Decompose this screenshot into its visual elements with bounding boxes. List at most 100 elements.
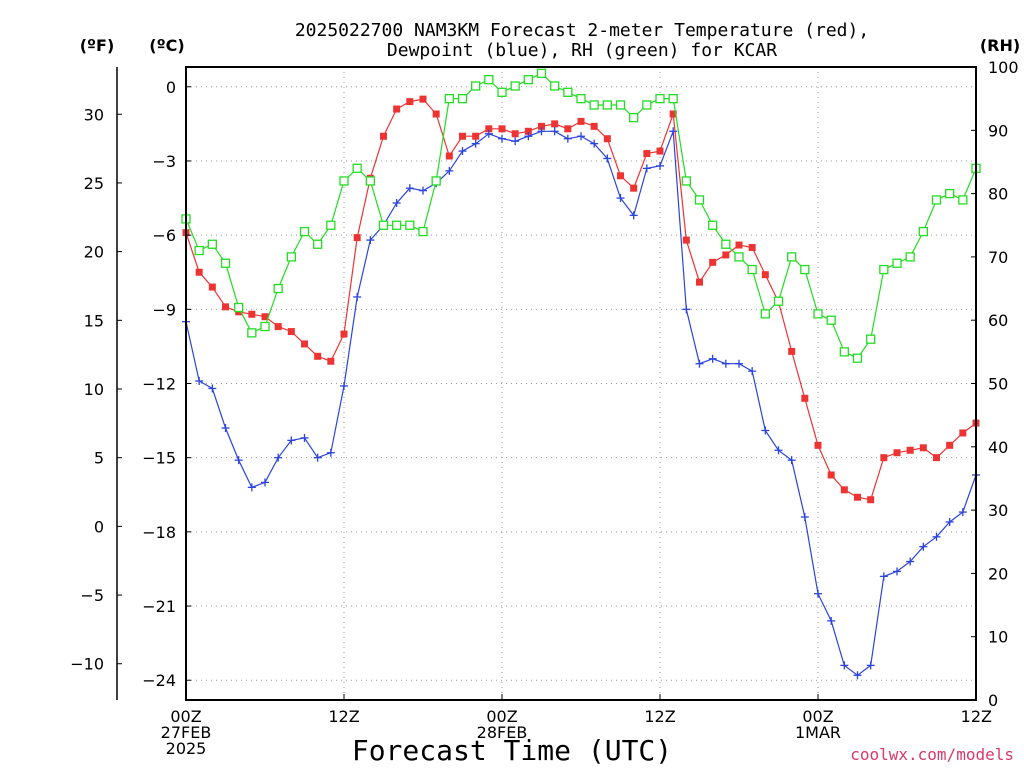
temperature-point [630, 184, 638, 192]
c-tick-label: −15 [142, 449, 176, 468]
rh-point [405, 220, 415, 230]
f-tick-label: 0 [94, 517, 104, 536]
dewpoint-point [590, 139, 599, 148]
rh-point [536, 68, 547, 78]
rh-point [747, 264, 757, 275]
rh-point [773, 296, 784, 306]
dewpoint-point [853, 671, 862, 680]
rh-point [945, 188, 955, 199]
x-tick-label: 12Z [328, 707, 359, 726]
x-tick-label: 00Z [170, 707, 201, 726]
rh-point [273, 283, 283, 294]
rh-point [602, 100, 612, 110]
c-tick-label: −18 [142, 523, 176, 542]
temperature-point [353, 234, 361, 242]
temperature-point [564, 125, 572, 133]
plot-frame [185, 66, 977, 701]
source-credit: coolwx.com/models [850, 745, 1014, 764]
temperature-point [248, 310, 256, 318]
dewpoint-point [642, 164, 651, 173]
rh-point [484, 75, 494, 85]
rh-point [892, 258, 902, 268]
dewpoint-point [234, 456, 243, 465]
rh-point [471, 81, 481, 91]
rh-point [286, 252, 296, 262]
temperature-point [603, 135, 611, 143]
rh-tick-label: 40 [988, 438, 1008, 457]
c-tick-label: −21 [142, 597, 176, 616]
fahrenheit-unit-label: (ºF) [80, 36, 115, 55]
temperature-point [669, 110, 677, 118]
dewpoint-point [721, 359, 730, 368]
c-tick-label: −9 [152, 300, 176, 319]
dewpoint-point [511, 137, 520, 146]
temperature-point [722, 251, 730, 259]
rh-point [378, 220, 389, 230]
grid-lines [186, 67, 976, 700]
dewpoint-point [866, 661, 875, 670]
dewpoint-point [313, 453, 322, 462]
dewpoint-point [814, 589, 822, 598]
rh-point [299, 226, 310, 237]
rh-point [550, 81, 560, 91]
dewpoint-point [919, 542, 928, 551]
rh-point [642, 100, 652, 110]
dewpoint-point [629, 211, 638, 220]
dewpoint-point [208, 384, 217, 393]
temperature-point [208, 283, 216, 291]
x-tick-label: 27FEB [161, 723, 212, 742]
dewpoint-point [577, 132, 585, 141]
temperature-point [840, 486, 848, 494]
temperature-point [735, 241, 743, 249]
rh-tick-label: 60 [988, 311, 1008, 330]
rh-point [207, 239, 217, 249]
x-tick-label: 00Z [802, 707, 833, 726]
dewpoint-point [682, 305, 691, 314]
dewpoint-point [958, 508, 967, 517]
rh-point [931, 195, 942, 205]
dewpoint-point [261, 478, 269, 487]
dewpoint-point [708, 354, 717, 363]
rh-tick-label: 90 [988, 121, 1008, 140]
temperature-point [919, 444, 927, 452]
rh-point [260, 321, 270, 332]
dewpoint-point [445, 166, 454, 175]
temperature-point [419, 95, 427, 103]
rh-point [523, 75, 533, 85]
f-tick-label: 30 [84, 105, 104, 124]
temperature-point [472, 132, 480, 140]
temperature-point [406, 98, 414, 106]
dewpoint-point [471, 139, 480, 148]
rh-point [576, 94, 586, 104]
rh-unit-label: (RH) [980, 36, 1020, 55]
temperature-point [524, 127, 532, 135]
temperature-point [893, 449, 901, 457]
temperature-point [577, 117, 585, 125]
temperature-point [222, 303, 229, 311]
temperature-point [261, 313, 269, 321]
dewpoint-point [550, 127, 559, 136]
rh-point [787, 252, 797, 262]
rh-point [734, 252, 744, 262]
f-tick-label: 5 [94, 449, 104, 468]
dewpoint-point [195, 377, 204, 386]
rh-tick-label: 10 [988, 628, 1008, 647]
f-tick-label: −5 [80, 586, 104, 605]
rh-point [694, 195, 705, 205]
temperature-point [946, 441, 954, 449]
rh-tick-label: 20 [988, 564, 1008, 583]
dewpoint-point [484, 129, 493, 138]
rh-point [352, 163, 362, 173]
dewpoint-line [185, 130, 977, 677]
temperature-point [801, 394, 809, 402]
temperature-point [788, 347, 796, 355]
c-tick-label: 0 [166, 78, 176, 97]
temperature-point [814, 441, 822, 449]
temperature-point [380, 132, 387, 140]
rh-tick-label: 70 [988, 248, 1008, 267]
rh-tick-label: 50 [988, 375, 1008, 394]
x-tick-label: 1MAR [795, 723, 841, 742]
celsius-unit-label: (ºC) [149, 36, 184, 55]
temperature-point [459, 132, 466, 140]
dewpoint-point [353, 292, 362, 301]
